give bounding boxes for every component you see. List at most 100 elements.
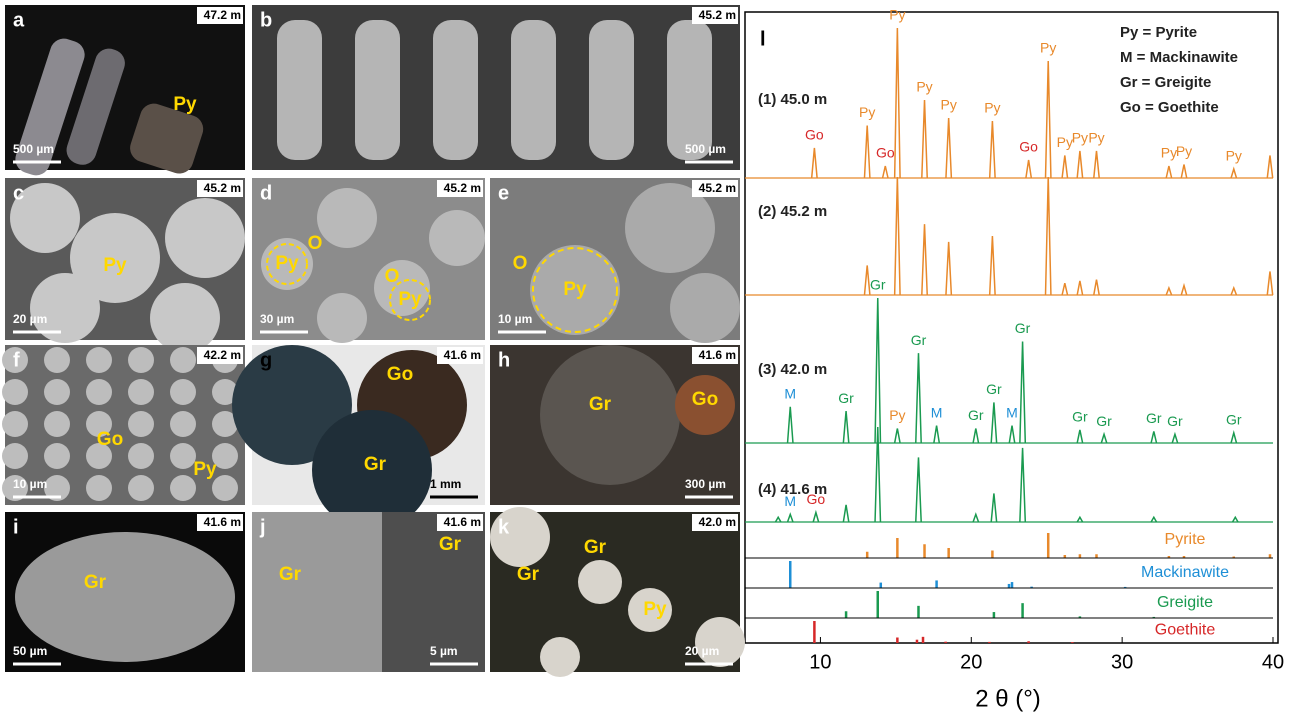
panel-letter: b (260, 9, 272, 31)
x-tick-label: 20 (960, 651, 982, 673)
specimen (277, 20, 322, 160)
framboid (317, 293, 367, 343)
annotation: Gr (517, 564, 540, 585)
peak-label: Go (876, 145, 895, 161)
annotation: Gr (439, 534, 462, 555)
ref-name: Mackinawite (1141, 564, 1229, 581)
annotation: O (385, 266, 400, 287)
ref-name: Goethite (1155, 622, 1216, 639)
peak (991, 402, 996, 443)
specimen (355, 20, 400, 160)
annotation: Py (563, 279, 587, 300)
scale-bar-label: 300 µm (685, 477, 726, 491)
peak (946, 242, 951, 295)
ref-name: Pyrite (1165, 531, 1206, 548)
annotation: Py (103, 255, 127, 276)
legend-entry: Gr = Greigite (1120, 74, 1211, 91)
peak (895, 177, 900, 295)
peak (1231, 169, 1236, 178)
peak (883, 166, 888, 178)
peak (973, 514, 978, 522)
peak (775, 517, 780, 522)
peak (1233, 517, 1238, 522)
peak (895, 28, 900, 178)
peak (1020, 448, 1025, 522)
annotation: Py (173, 94, 197, 115)
annotation: Gr (584, 537, 607, 558)
peak-label: Gr (986, 381, 1002, 397)
peak-label: Gr (870, 277, 886, 293)
crystal (2, 379, 28, 405)
panel-letter: i (13, 516, 19, 538)
framboid (150, 283, 220, 353)
peak-label: Go (805, 127, 824, 143)
crystal (2, 443, 28, 469)
specimen (511, 20, 556, 160)
peak (916, 353, 921, 443)
crystal (170, 347, 196, 373)
annotation: O (513, 253, 528, 274)
scale-bar-label: 10 µm (13, 477, 47, 491)
crystal (170, 475, 196, 501)
depth-tag: 45.2 m (204, 181, 241, 195)
peak (934, 426, 939, 443)
peak-label: M (784, 493, 796, 509)
x-tick-label: 30 (1111, 651, 1133, 673)
peak-label: Py (889, 407, 905, 423)
framboid (429, 210, 485, 266)
peak-label: Go (807, 491, 826, 507)
framboid (670, 273, 740, 343)
peak (1046, 61, 1051, 178)
peak (1009, 426, 1014, 443)
peak (1062, 283, 1067, 295)
peak (875, 427, 880, 522)
peak-label: Py (1057, 134, 1073, 150)
crystal (44, 379, 70, 405)
depth-tag: 45.2 m (444, 181, 481, 195)
peak (991, 494, 996, 523)
peak-label: Py (1176, 143, 1192, 159)
panel-letter: f (13, 349, 20, 371)
legend-entry: Go = Goethite (1120, 99, 1219, 116)
peak (1172, 434, 1177, 443)
peak (1094, 280, 1099, 295)
legend-entry: M = Mackinawite (1120, 49, 1238, 66)
legend-entry: Py = Pyrite (1120, 24, 1197, 41)
peak (788, 407, 793, 443)
panel-letter: g (260, 349, 272, 371)
peak (1026, 160, 1031, 178)
peak (1077, 281, 1082, 295)
aggregate (15, 532, 235, 662)
peak (990, 121, 995, 178)
annotation: Gr (84, 572, 107, 593)
peak (1077, 517, 1082, 522)
peak-label: Py (1161, 145, 1177, 161)
peak (1020, 342, 1025, 444)
panel-letter: j (259, 516, 266, 538)
depth-tag: 42.2 m (204, 348, 241, 362)
peak (1181, 286, 1186, 295)
peak (1151, 431, 1156, 443)
peak-label: Gr (1096, 413, 1112, 429)
peak (843, 505, 848, 522)
panel-letter: a (13, 9, 25, 31)
depth-tag: 47.2 m (204, 8, 241, 22)
annotation: Py (643, 599, 667, 620)
peak-label: Gr (968, 407, 984, 423)
crystal (170, 379, 196, 405)
peak (1101, 434, 1106, 443)
series-name: (1) 45.0 m (758, 91, 827, 108)
depth-tag: 41.6 m (444, 515, 481, 529)
peak (1046, 177, 1051, 295)
crystal (128, 475, 154, 501)
crystal (170, 443, 196, 469)
peak-label: Gr (911, 332, 927, 348)
depth-tag: 41.6 m (699, 348, 736, 362)
annotation: Gr (589, 394, 612, 415)
peak-label: M (931, 404, 943, 420)
framboid (540, 637, 580, 677)
crystal (128, 379, 154, 405)
peak (788, 514, 793, 522)
scale-bar-label: 30 µm (260, 312, 294, 326)
ref-name: Greigite (1157, 594, 1213, 611)
